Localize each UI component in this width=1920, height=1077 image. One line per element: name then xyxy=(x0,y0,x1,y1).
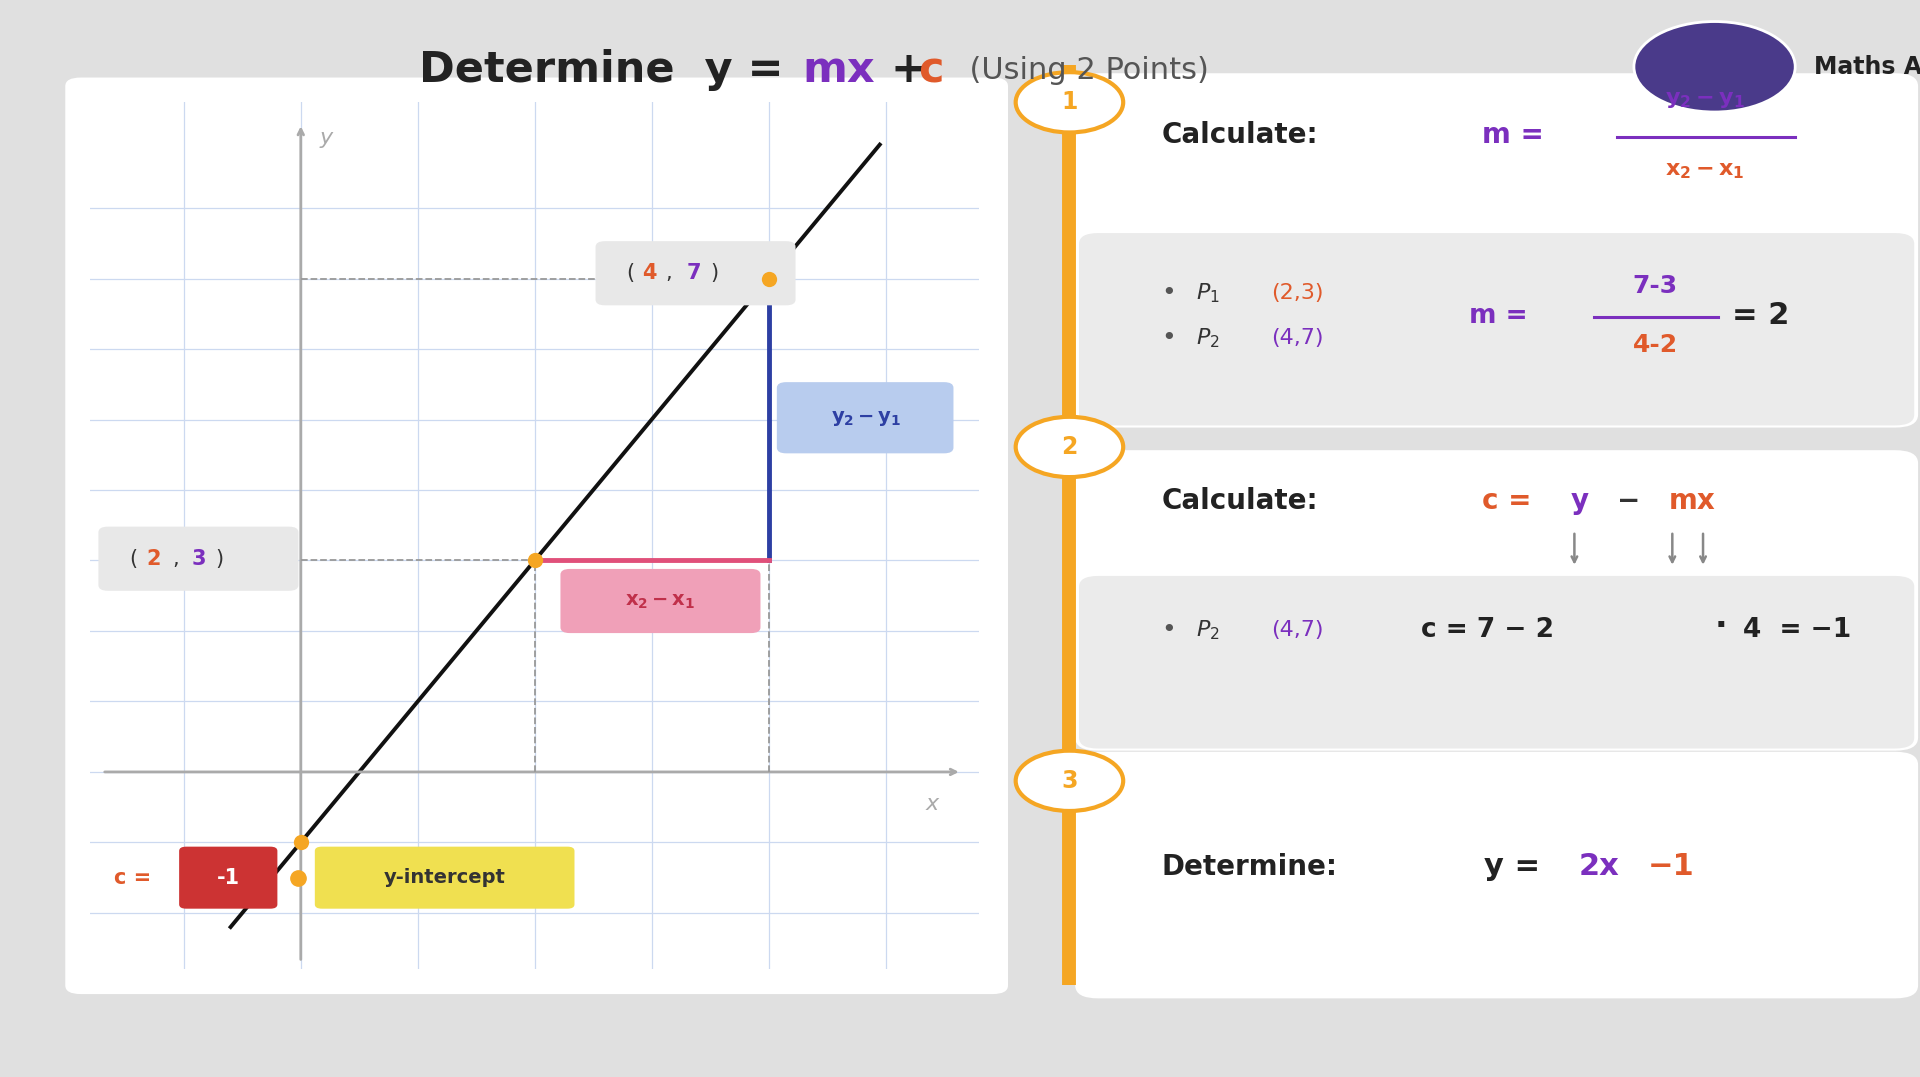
Text: ,: , xyxy=(173,548,179,569)
Text: 1: 1 xyxy=(1062,90,1077,114)
Text: $\mathbf{y_2 - y_1}$: $\mathbf{y_2 - y_1}$ xyxy=(1665,90,1745,110)
Text: y-intercept: y-intercept xyxy=(384,868,505,887)
FancyBboxPatch shape xyxy=(1075,752,1918,998)
Text: m =: m = xyxy=(1469,303,1528,328)
Text: ,: , xyxy=(666,263,672,283)
Text: m =: m = xyxy=(1482,121,1544,149)
Text: 7: 7 xyxy=(687,263,701,283)
Text: y: y xyxy=(1571,487,1588,515)
Text: mx: mx xyxy=(803,50,876,90)
Text: 7-3: 7-3 xyxy=(1632,275,1678,298)
FancyBboxPatch shape xyxy=(1079,233,1914,425)
Text: Determine:: Determine: xyxy=(1162,853,1338,881)
Circle shape xyxy=(1016,72,1123,132)
Text: $\mathbf{x_2 - x_1}$: $\mathbf{x_2 - x_1}$ xyxy=(626,592,695,611)
Text: Calculate:: Calculate: xyxy=(1162,487,1319,515)
Text: -1: -1 xyxy=(217,868,240,887)
Text: 4: 4 xyxy=(643,263,657,283)
Text: $P_1$: $P_1$ xyxy=(1196,281,1219,305)
Text: •: • xyxy=(1162,281,1177,305)
Text: −1: −1 xyxy=(1647,853,1693,881)
Text: −: − xyxy=(1617,487,1640,515)
Text: c =: c = xyxy=(1482,487,1532,515)
Text: 2x: 2x xyxy=(1578,853,1619,881)
FancyBboxPatch shape xyxy=(98,527,298,591)
Text: Determine  y =: Determine y = xyxy=(419,50,799,90)
Text: = 2: = 2 xyxy=(1732,302,1789,330)
Text: (Using 2 Points): (Using 2 Points) xyxy=(950,56,1210,84)
Text: (4,7): (4,7) xyxy=(1271,328,1323,348)
Circle shape xyxy=(1016,417,1123,477)
Text: x: x xyxy=(925,794,939,813)
Text: c = 7 − 2: c = 7 − 2 xyxy=(1421,617,1553,643)
Text: y =: y = xyxy=(1484,853,1540,881)
Text: y: y xyxy=(321,127,332,148)
FancyBboxPatch shape xyxy=(1079,576,1914,749)
Text: (: ( xyxy=(626,263,634,283)
Text: 4  = −1: 4 = −1 xyxy=(1743,617,1851,643)
Text: mx: mx xyxy=(1668,487,1715,515)
Text: Maths Angel: Maths Angel xyxy=(1814,55,1920,79)
Circle shape xyxy=(1016,751,1123,811)
FancyBboxPatch shape xyxy=(595,241,795,305)
Text: c: c xyxy=(918,50,943,90)
Text: $P_2$: $P_2$ xyxy=(1196,326,1219,350)
Text: +: + xyxy=(876,50,941,90)
FancyBboxPatch shape xyxy=(315,847,574,909)
FancyBboxPatch shape xyxy=(65,78,1008,994)
FancyBboxPatch shape xyxy=(179,847,276,909)
Text: $\mathbf{x_2 - x_1}$: $\mathbf{x_2 - x_1}$ xyxy=(1665,162,1745,181)
Text: ·: · xyxy=(1715,611,1728,643)
Text: ): ) xyxy=(215,548,223,569)
FancyBboxPatch shape xyxy=(778,382,954,453)
Text: (: ( xyxy=(129,548,136,569)
Text: 2: 2 xyxy=(1062,435,1077,459)
Text: $P_2$: $P_2$ xyxy=(1196,618,1219,642)
Text: (2,3): (2,3) xyxy=(1271,283,1323,303)
Text: ): ) xyxy=(710,263,718,283)
FancyBboxPatch shape xyxy=(1075,450,1918,751)
Circle shape xyxy=(1634,22,1795,112)
Text: 3: 3 xyxy=(192,548,207,569)
Text: 4-2: 4-2 xyxy=(1632,333,1678,356)
Text: •: • xyxy=(1162,618,1177,642)
Text: Calculate:: Calculate: xyxy=(1162,121,1319,149)
Text: •: • xyxy=(1162,326,1177,350)
FancyBboxPatch shape xyxy=(561,569,760,633)
Text: 2: 2 xyxy=(146,548,161,569)
Text: $\mathbf{y_2 - y_1}$: $\mathbf{y_2 - y_1}$ xyxy=(831,408,900,428)
Text: c =: c = xyxy=(113,868,152,887)
Text: 3: 3 xyxy=(1062,769,1077,793)
Text: (4,7): (4,7) xyxy=(1271,620,1323,640)
FancyBboxPatch shape xyxy=(1075,73,1918,428)
